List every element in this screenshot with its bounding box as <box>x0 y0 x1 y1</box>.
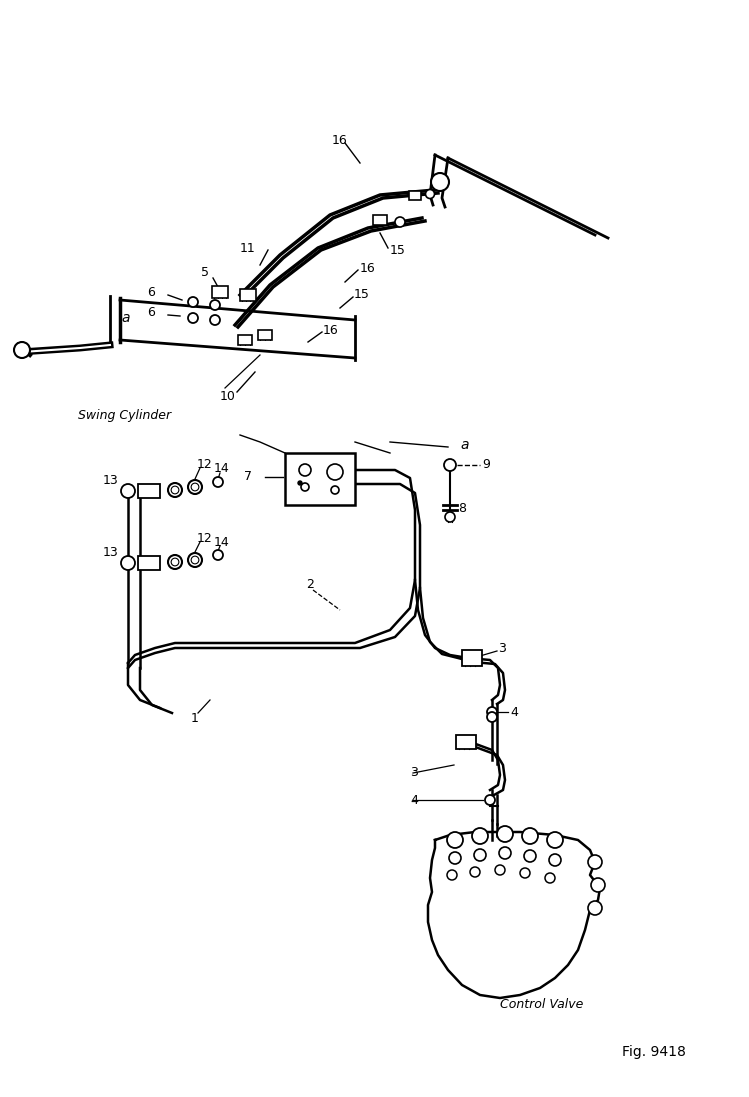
Circle shape <box>172 558 179 566</box>
Circle shape <box>299 464 311 476</box>
Circle shape <box>588 855 602 869</box>
Circle shape <box>188 297 198 307</box>
Circle shape <box>213 477 223 487</box>
Text: 16: 16 <box>360 261 376 274</box>
Circle shape <box>172 486 179 494</box>
Circle shape <box>301 483 309 491</box>
Text: 11: 11 <box>239 241 255 255</box>
Text: a: a <box>121 312 130 325</box>
Circle shape <box>331 486 339 494</box>
Circle shape <box>470 867 480 877</box>
Circle shape <box>549 853 561 866</box>
Text: 9: 9 <box>482 459 490 472</box>
Circle shape <box>121 484 135 498</box>
Text: 5: 5 <box>201 265 209 279</box>
Circle shape <box>447 832 463 848</box>
Text: 7: 7 <box>244 471 252 484</box>
Bar <box>138 556 160 570</box>
Bar <box>285 453 355 505</box>
Circle shape <box>121 556 135 570</box>
Text: 13: 13 <box>103 474 118 486</box>
Text: 12: 12 <box>197 532 213 544</box>
Circle shape <box>499 847 511 859</box>
Circle shape <box>168 483 182 497</box>
Bar <box>373 215 387 225</box>
Circle shape <box>213 550 223 559</box>
Circle shape <box>588 901 602 915</box>
Text: 6: 6 <box>147 286 155 299</box>
Circle shape <box>395 217 405 227</box>
Circle shape <box>210 315 220 325</box>
Bar <box>138 484 160 498</box>
Bar <box>240 289 256 301</box>
Circle shape <box>547 832 563 848</box>
Text: 13: 13 <box>103 545 118 558</box>
Text: 16: 16 <box>323 324 339 337</box>
Circle shape <box>188 480 202 494</box>
Circle shape <box>545 873 555 883</box>
Circle shape <box>522 828 538 844</box>
Text: 15: 15 <box>390 244 406 257</box>
Text: 15: 15 <box>354 287 370 301</box>
Bar <box>462 651 482 666</box>
Text: 3: 3 <box>410 767 418 780</box>
Text: 8: 8 <box>458 501 466 514</box>
Circle shape <box>487 706 497 717</box>
Circle shape <box>520 868 530 878</box>
Text: 6: 6 <box>147 306 155 319</box>
Text: 1: 1 <box>191 712 199 724</box>
Circle shape <box>210 299 220 310</box>
Circle shape <box>445 512 455 522</box>
Circle shape <box>188 553 202 567</box>
Text: 4: 4 <box>410 793 418 806</box>
Text: 16: 16 <box>332 134 348 147</box>
Text: Control Valve: Control Valve <box>500 998 583 1011</box>
Text: 12: 12 <box>197 457 213 471</box>
Circle shape <box>495 866 505 875</box>
Circle shape <box>474 849 486 861</box>
Circle shape <box>524 850 536 862</box>
Text: Swing Cylinder: Swing Cylinder <box>78 408 171 421</box>
Circle shape <box>472 828 488 844</box>
Bar <box>258 330 272 340</box>
Circle shape <box>485 795 495 805</box>
Circle shape <box>298 480 302 485</box>
Circle shape <box>191 556 198 564</box>
Circle shape <box>449 852 461 864</box>
Text: a: a <box>460 438 469 452</box>
Circle shape <box>591 878 605 892</box>
Text: Fig. 9418: Fig. 9418 <box>622 1045 686 1059</box>
Text: 2: 2 <box>306 578 314 591</box>
Circle shape <box>487 712 497 722</box>
Text: 4: 4 <box>510 705 518 719</box>
Text: 14: 14 <box>214 535 230 548</box>
Text: 14: 14 <box>214 463 230 475</box>
Bar <box>409 191 421 200</box>
Circle shape <box>191 483 198 490</box>
Circle shape <box>447 870 457 880</box>
Circle shape <box>168 555 182 569</box>
Circle shape <box>425 190 434 199</box>
Circle shape <box>327 464 343 480</box>
Bar <box>456 735 476 749</box>
Bar <box>238 335 252 344</box>
Circle shape <box>444 459 456 471</box>
Circle shape <box>431 173 449 191</box>
Circle shape <box>497 826 513 842</box>
Circle shape <box>188 313 198 323</box>
Bar <box>212 286 228 298</box>
Text: 10: 10 <box>220 391 236 404</box>
Text: 3: 3 <box>498 642 506 655</box>
Circle shape <box>14 342 30 358</box>
